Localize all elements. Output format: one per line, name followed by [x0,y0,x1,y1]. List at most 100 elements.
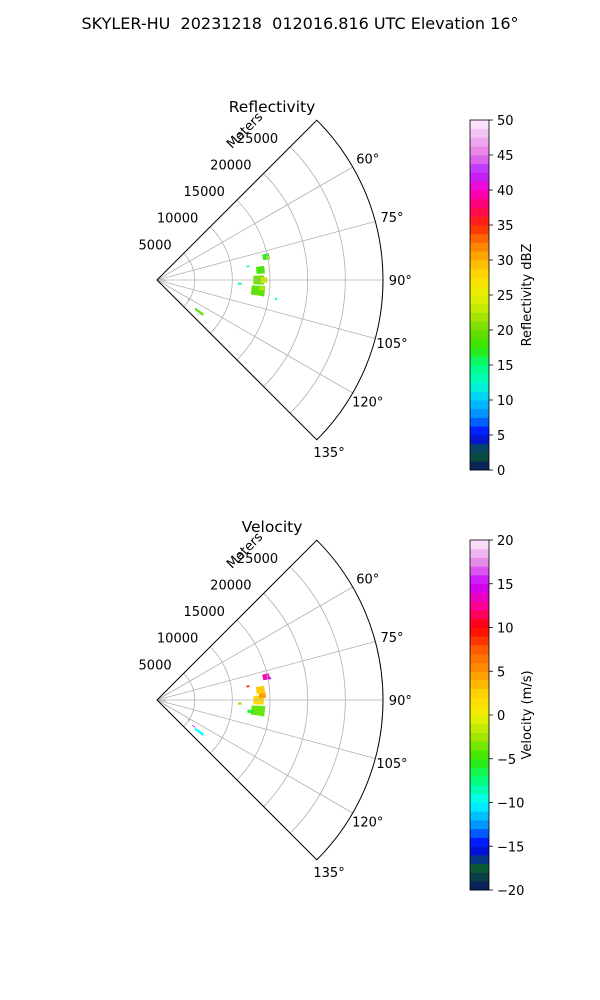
colorbar-tick-label: −15 [497,840,524,855]
echo-gate [255,685,265,694]
colorbar-swatch [470,741,489,751]
colorbar-swatch [470,881,489,891]
colorbar-swatch [470,618,489,628]
colorbar-swatch [470,785,489,795]
colorbar-swatch [470,216,489,226]
colorbar-tick-label: −10 [497,797,524,812]
colorbar-tick-label: 5 [497,429,505,444]
colorbar-swatch [470,128,489,138]
colorbar-swatch [470,828,489,838]
azimuth-spoke [156,699,353,814]
colorbar-swatch [470,408,489,418]
colorbar-swatch [470,758,489,768]
colorbar-swatch [470,575,489,585]
colorbar-swatch [470,198,489,208]
colorbar-tick-label: 10 [497,394,514,409]
colorbar-swatch [470,820,489,830]
azimuth-spoke [156,699,376,759]
angle-tick-label: 105° [376,757,407,772]
colorbar-swatch [470,435,489,445]
echo-gate [237,702,242,705]
azimuth-spoke [156,279,353,394]
colorbar-swatch [470,601,489,611]
colorbar-tick-label: 35 [497,219,514,234]
colorbar-swatch [470,321,489,331]
colorbar-label: Reflectivity dBZ [520,244,535,347]
angle-tick-label: 60° [356,572,379,587]
colorbar-swatch [470,872,489,882]
colorbar-swatch [470,592,489,602]
echo-gate [237,282,242,285]
figure-title: SKYLER-HU 20231218 012016.816 UTC Elevat… [81,14,519,33]
colorbar-tick-label: 50 [497,114,514,129]
echo-gate [194,307,205,316]
echo-gate [194,727,205,736]
angle-tick-label: 60° [356,152,379,167]
colorbar-tick-label: 30 [497,254,514,269]
colorbar-swatch [470,417,489,427]
colorbar-swatch [470,653,489,663]
colorbar-tick-label: 20 [497,324,514,339]
echo-gate [259,286,265,291]
colorbar-label: Velocity (m/s) [520,670,535,759]
colorbar-swatch [470,163,489,173]
colorbar-swatch [470,277,489,287]
colorbar-swatch [470,146,489,156]
colorbar-tick-label: 25 [497,289,514,304]
colorbar-swatch [470,750,489,760]
colorbar-swatch [470,373,489,383]
colorbar-tick-label: 10 [497,622,514,637]
colorbar-swatch [470,837,489,847]
colorbar-swatch [470,443,489,453]
colorbar-swatch [470,540,489,550]
echo-gate [274,297,278,301]
colorbar-tick-label: 0 [497,464,505,479]
colorbar-swatch [470,137,489,147]
colorbar: 0 5 10 15 20 25 30 35 40 45 50 Reflectivity dBZ [469,114,535,479]
colorbar-swatch [470,855,489,865]
colorbar-swatch [470,365,489,375]
colorbar-swatch [470,382,489,392]
colorbar-swatch [470,452,489,462]
echo-layer [160,253,278,316]
angle-tick-label: 120° [352,816,383,831]
echo-gate [246,685,250,688]
radial-tick-label: 10000 [157,212,198,227]
polar-panel-velocity: 500010000150002000025000Meters60°75°90°1… [139,518,535,899]
colorbar-swatch [470,793,489,803]
angle-tick-label: 135° [313,866,344,881]
angle-tick-label: 90° [389,274,412,289]
colorbar-swatch [470,863,489,873]
azimuth-spoke [156,221,376,281]
radial-tick-label: 25000 [237,132,278,147]
colorbar-swatch [470,732,489,742]
colorbar-swatch [470,295,489,305]
angle-tick-label: 105° [376,337,407,352]
colorbar-swatch [470,583,489,593]
radial-tick-label: 25000 [237,552,278,567]
colorbar-swatch [470,662,489,672]
colorbar-swatch [470,286,489,296]
colorbar-swatch [470,356,489,366]
colorbar-swatch [470,120,489,130]
colorbar-swatch [470,627,489,637]
azimuth-spoke [156,641,376,701]
colorbar-swatch [470,723,489,733]
angle-tick-label: 75° [381,631,404,646]
colorbar-swatch [470,190,489,200]
radial-tick-label: 10000 [157,632,198,647]
colorbar-tick-label: 40 [497,184,514,199]
colorbar: −20 −15 −10 −5 0 5 10 15 20 Velocity (m/s) [469,534,535,899]
echo-gate [258,692,266,699]
colorbar-swatch [470,706,489,716]
angle-tick-label: 75° [381,211,404,226]
colorbar-swatch [470,172,489,182]
colorbar-tick-label: 15 [497,578,514,593]
colorbar-swatch [470,846,489,856]
radial-tick-label: 15000 [184,185,225,200]
colorbar-swatch [470,155,489,165]
colorbar-swatch [470,680,489,690]
colorbar-swatch [470,181,489,191]
colorbar-swatch [470,767,489,777]
angle-tick-label: 135° [313,446,344,461]
